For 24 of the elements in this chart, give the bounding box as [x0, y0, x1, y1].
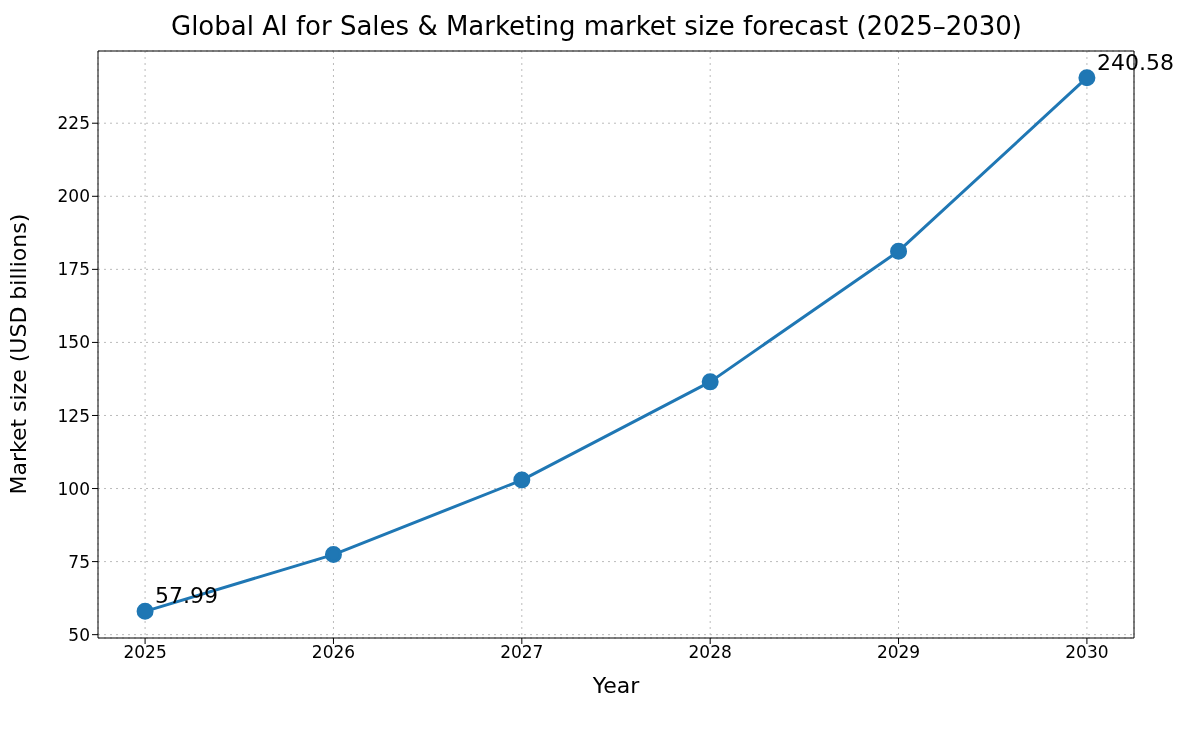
y-tick-label: 50	[68, 624, 90, 645]
y-tick-label: 175	[57, 259, 90, 280]
x-tick-label: 2026	[311, 642, 356, 663]
y-axis-title: Market size (USD billions)	[5, 213, 31, 495]
point	[324, 546, 342, 564]
y-tick-label: 75	[68, 551, 90, 572]
point	[890, 242, 908, 260]
y-tick-label: 125	[57, 405, 90, 426]
x-tick-label: 2028	[688, 642, 732, 663]
point	[513, 471, 531, 489]
y-tick-label: 225	[57, 113, 90, 134]
chart-title: Global AI for Sales & Marketing market size forecast (2025–2030)	[170, 10, 1023, 43]
x-axis-title: Year	[591, 673, 641, 698]
x-tick-label: 2029	[876, 642, 921, 663]
y-tick-label: 200	[57, 186, 90, 207]
y-tick-label: 100	[57, 478, 90, 499]
x-tick-label: 2025	[123, 642, 167, 663]
point	[1078, 69, 1096, 87]
y-tick-label: 150	[57, 332, 90, 353]
x-tick-label: 2030	[1065, 642, 1109, 663]
point	[701, 373, 719, 391]
x-tick-label: 2027	[500, 642, 544, 663]
point	[136, 602, 154, 620]
data-label: 240.58	[1096, 49, 1174, 75]
